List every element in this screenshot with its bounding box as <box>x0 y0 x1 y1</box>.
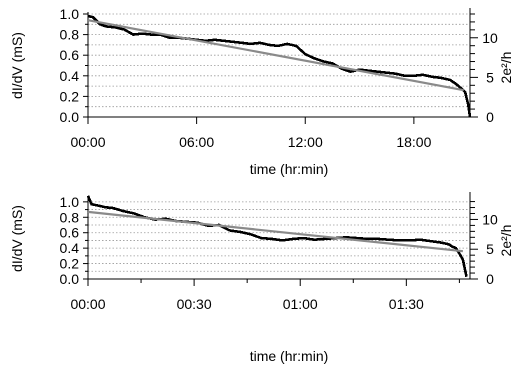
y2-axis-label: 2e²/h <box>498 225 514 257</box>
top-series-fit-line <box>87 19 464 92</box>
bottom-panel: 0.00.20.40.60.81.0 0 5 10 00:00 00:30 01:00 01:… <box>9 192 514 364</box>
x-tick-label: 00:00 <box>70 134 105 150</box>
y-axis-label: dI/dV (mS) <box>9 205 25 272</box>
y-tick-label: 1.0 <box>60 194 80 210</box>
x-tick-label: 18:00 <box>396 134 431 150</box>
y-tick-label: 0.8 <box>60 27 80 43</box>
y-tick-label: 0.0 <box>60 109 80 125</box>
y-tick-label: 0.6 <box>60 47 80 63</box>
top-panel: 0.0 0.2 0.4 0.6 0.8 1.0 0 5 10 00:00 06:00 12:00 18:… <box>9 6 514 177</box>
bottom-series-fit-line <box>87 210 464 253</box>
y2-tick-label: 0 <box>486 271 494 287</box>
y-tick-label: 0.4 <box>60 68 80 84</box>
y2-tick-label: 10 <box>482 30 498 46</box>
y2-axis-label: 2e²/h <box>498 52 514 84</box>
y2-tick-label: 5 <box>486 241 494 257</box>
y-tick-label: 0.8 <box>60 209 80 225</box>
bottom-series-measured-trace <box>86 195 468 277</box>
y-tick-label: 0.2 <box>60 88 80 104</box>
y-tick-label: 0.0 <box>60 271 80 287</box>
x-tick-label: 12:00 <box>288 134 323 150</box>
y2-tick-label: 5 <box>486 69 494 85</box>
x-tick-label: 01:00 <box>283 296 318 312</box>
x-axis-label: time (hr:min) <box>250 161 329 177</box>
y2-tick-label: 10 <box>482 211 498 227</box>
y2-tick-label: 0 <box>486 109 494 125</box>
y-tick-label: 0.6 <box>60 225 80 241</box>
y-axis-label: dI/dV (mS) <box>9 32 25 99</box>
y-tick-label: 0.4 <box>60 240 80 256</box>
x-tick-label: 00:00 <box>70 296 105 312</box>
x-axis-label: time (hr:min) <box>250 348 329 364</box>
y-tick-label: 0.2 <box>60 256 80 272</box>
x-tick-label: 06:00 <box>179 134 214 150</box>
x-tick-label: 01:30 <box>389 296 424 312</box>
y-tick-label: 1.0 <box>60 6 80 22</box>
x-tick-label: 00:30 <box>177 296 212 312</box>
top-series-measured-trace <box>87 14 472 118</box>
